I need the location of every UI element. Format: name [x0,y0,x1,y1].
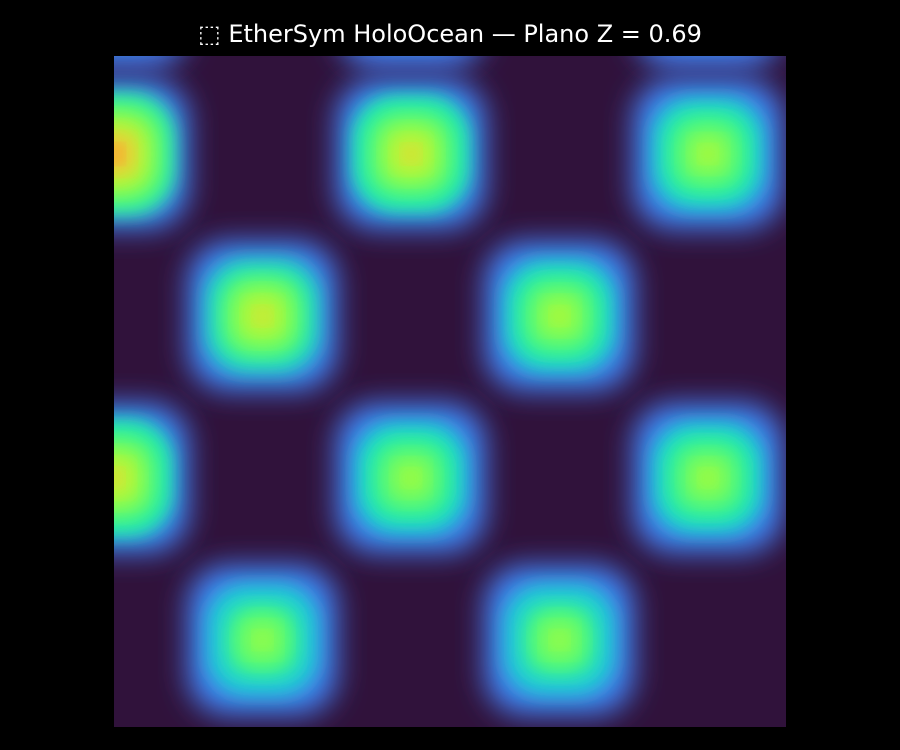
heatmap-cell-peak [114,146,122,162]
heatmap [114,56,786,727]
heatmap-cell-peak [255,633,270,647]
heatmap-cell-peak [700,146,716,162]
heatmap-cell-peak [403,146,419,162]
heatmap-cell-peak [404,471,418,485]
heatmap-cell-peak [552,633,567,647]
heatmap-cell-halo [645,56,771,67]
heatmap-cell-halo [114,56,177,67]
heatmap-cell-peak [552,308,567,324]
plot-area [114,56,786,727]
chart-title: ⬚ EtherSym HoloOcean — Plano Z = 0.69 [198,20,702,48]
heatmap-cell-peak [114,470,122,486]
heatmap-cells-layer [114,93,765,696]
heatmap-cell-peak [255,308,270,324]
heatmap-cell-halo [348,56,474,67]
heatmap-cell-peak [701,471,715,485]
